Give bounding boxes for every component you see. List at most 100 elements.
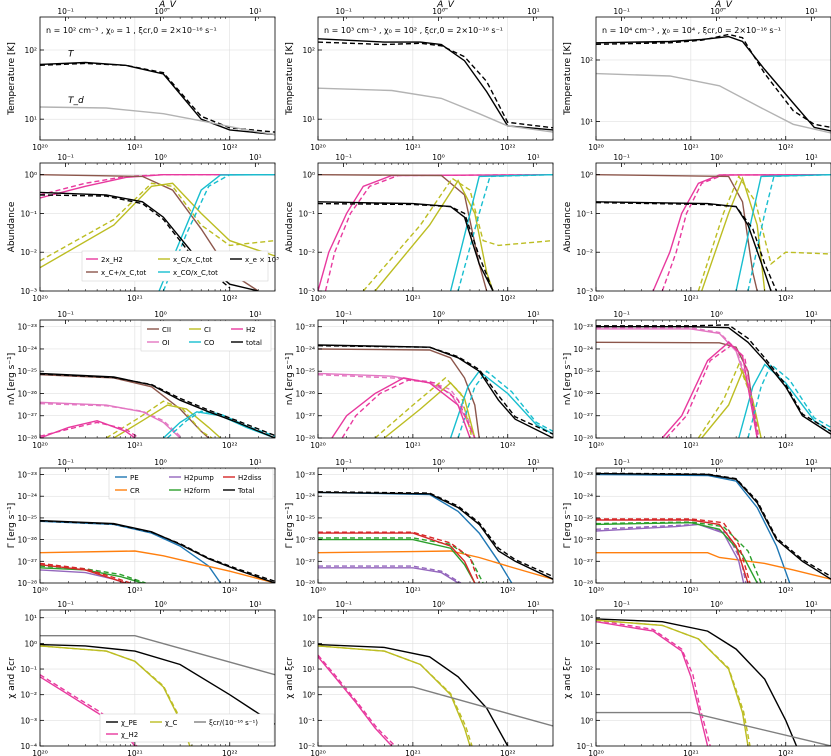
y-tick-label: 10⁻¹	[576, 209, 593, 218]
axes-frame	[317, 16, 554, 141]
series-xco-model	[747, 174, 831, 291]
top-tick-label: 10⁻¹	[57, 153, 74, 162]
top-tick-label: 10¹	[805, 458, 818, 467]
y-axis-label: Temperature [K]	[285, 42, 295, 116]
series-td	[318, 87, 553, 133]
series-t	[318, 38, 553, 131]
series-h2diss-model	[596, 518, 751, 583]
series-pe	[596, 473, 791, 583]
panel-cooling-2: 10²⁰ 10²¹ 10²² 10⁻¹ 10⁰ 10¹ 10⁻²⁸ 10⁻²⁷ 10⁻²⁶ 10⁻…	[285, 310, 554, 450]
series-2xh2-model	[661, 174, 831, 291]
series-t-model	[40, 62, 275, 133]
axes-frame	[595, 319, 831, 439]
top-tick-label: 10⁻¹	[335, 310, 352, 319]
series-total-model	[318, 491, 553, 578]
y-tick-label: 10⁻¹	[298, 209, 315, 218]
y-tick-label: 10⁻²⁸	[17, 579, 37, 588]
series-xe	[318, 201, 494, 291]
x-tick-label: 10²⁰	[310, 441, 326, 450]
top-tick-label: 10⁰	[154, 7, 167, 16]
series-total-model	[40, 520, 275, 582]
x-tick-label: 10²¹	[683, 441, 699, 450]
axes-frame	[317, 467, 554, 584]
legend: CII OI CI CO H2 total	[140, 320, 272, 352]
legend-item: Total	[237, 487, 254, 495]
series-oi	[318, 372, 476, 438]
legend: 2x_H2 x_C+/x_C,tot x_C/x_C,tot x_CO/x_C,tot…	[81, 250, 279, 282]
label-T: T	[68, 50, 75, 60]
legend-item: x_C/x_C,tot	[173, 256, 213, 264]
top-tick-label: 10⁻¹	[57, 310, 74, 319]
top-tick-label: 10⁰	[710, 310, 723, 319]
grid	[317, 17, 553, 140]
legend-item: ξcr/(10⁻¹⁶ s⁻¹)	[209, 719, 258, 727]
grid	[317, 610, 553, 747]
series-xe	[596, 201, 772, 291]
y-tick-label: 10¹	[580, 691, 593, 700]
series-total-model	[318, 345, 553, 435]
panel-cooling-1: 10²⁰ 10²¹ 10²² 10⁻¹ 10⁰ 10¹ 10⁻²⁸ 10⁻²⁷ 10⁻²⁶ 10⁻…	[7, 310, 276, 450]
y-tick-label: 10⁻²⁷	[17, 412, 37, 421]
x-tick-label: 10²²	[222, 143, 238, 152]
grid	[39, 17, 275, 140]
legend-item: χ_PE	[121, 719, 137, 727]
legend-item: H2pump	[184, 474, 214, 482]
x-tick-label: 10²⁰	[310, 143, 326, 152]
panel-abundance-1: 10²⁰ 10²¹ 10²² 10⁻¹ 10⁰ 10¹ 10⁻³ 10⁻² 10⁻¹ 10⁰ Abu…	[7, 153, 279, 303]
top-tick-label: 10⁻¹	[57, 600, 74, 609]
series-total-model	[40, 373, 275, 437]
x-tick-label: 10²⁰	[310, 586, 326, 595]
series-cii	[596, 341, 758, 438]
top-tick-label: 10⁻¹	[613, 7, 630, 16]
y-axis-label: nΛ [erg s⁻¹]	[7, 353, 17, 405]
legend: χ_PE χ_H2 χ_C ξcr/(10⁻¹⁶ s⁻¹)	[99, 713, 275, 743]
panel-heating-3: 10²⁰ 10²¹ 10²² 10⁻¹ 10⁰ 10¹ 10⁻²⁸ 10⁻²⁷ 10⁻²⁶ 10⁻…	[563, 458, 831, 595]
series-xe-model	[318, 202, 494, 291]
panel-title: n = 10² cm⁻³ , χ₀ = 1 , ξcr,0 = 2×10⁻¹⁶ …	[46, 26, 217, 35]
y-tick-label: 10³	[580, 639, 593, 648]
top-tick-label: 10⁰	[710, 600, 723, 609]
y-axis-label: Abundance	[563, 201, 573, 252]
y-tick-label: 10⁻²³	[573, 471, 593, 480]
legend-item: x_e × 10³	[245, 256, 279, 264]
y-tick-label: 10²	[302, 46, 315, 55]
top-tick-label: 10¹	[805, 310, 818, 319]
y-tick-label: 10⁻²⁴	[573, 345, 593, 354]
y-tick-label: 10⁻²³	[17, 471, 37, 480]
x-tick-label: 10²⁰	[588, 749, 604, 756]
series-total-model	[596, 324, 831, 432]
top-tick-label: 10⁰	[154, 310, 167, 319]
top-tick-label: 10¹	[527, 600, 540, 609]
series-chih2-model	[318, 654, 396, 746]
top-axis-label: A_V	[158, 0, 177, 10]
y-axis-label: Temperature [K]	[563, 42, 573, 116]
axes-frame	[39, 16, 276, 141]
y-tick-label: 10⁻²⁴	[573, 492, 593, 501]
panel-abundance-3: 10²⁰ 10²¹ 10²² 10⁻¹ 10⁰ 10¹ 10⁻³ 10⁻² 10⁻¹ 10⁰ Abu…	[563, 153, 831, 303]
series-co	[162, 411, 275, 438]
y-tick-label: 10⁻²⁸	[573, 579, 593, 588]
x-tick-label: 10²²	[778, 749, 794, 756]
y-tick-label: 10⁻²⁵	[17, 514, 37, 523]
y-tick-label: 10¹	[302, 665, 315, 674]
series-total	[318, 344, 553, 438]
legend-item: PE	[130, 474, 139, 482]
axes-frame	[39, 319, 276, 439]
panel-abundance-2: 10²⁰ 10²¹ 10²² 10⁻¹ 10⁰ 10¹ 10⁻³ 10⁻² 10⁻¹ 10⁰ Abu…	[285, 153, 554, 303]
y-tick-label: 10⁻³	[20, 287, 37, 296]
top-tick-label: 10¹	[249, 458, 262, 467]
y-tick-label: 10⁻¹	[298, 716, 315, 725]
top-tick-label: 10⁻¹	[335, 153, 352, 162]
top-tick-label: 10⁰	[710, 153, 723, 162]
series-chih2-model	[40, 674, 138, 746]
y-axis-label: nΛ [erg s⁻¹]	[285, 353, 295, 405]
legend-item: H2diss	[238, 474, 262, 482]
top-tick-label: 10⁻¹	[57, 458, 74, 467]
series-xc-model	[40, 182, 275, 262]
x-tick-label: 10²²	[500, 294, 516, 303]
panel-temperature-3: 10²⁰ 10²¹ 10²² 10⁻¹ 10⁰ 10¹ 10¹ 10² Temperature …	[563, 0, 831, 152]
series-h2form	[318, 538, 476, 583]
x-tick-label: 10²¹	[405, 294, 421, 303]
y-tick-label: 10⁻¹	[20, 665, 37, 674]
x-tick-label: 10²⁰	[32, 294, 48, 303]
